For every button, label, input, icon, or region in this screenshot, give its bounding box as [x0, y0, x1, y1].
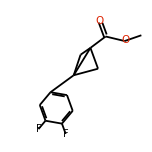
Text: O: O	[121, 35, 130, 45]
Text: O: O	[95, 16, 104, 26]
Text: F: F	[63, 129, 69, 139]
Text: F: F	[36, 124, 41, 134]
